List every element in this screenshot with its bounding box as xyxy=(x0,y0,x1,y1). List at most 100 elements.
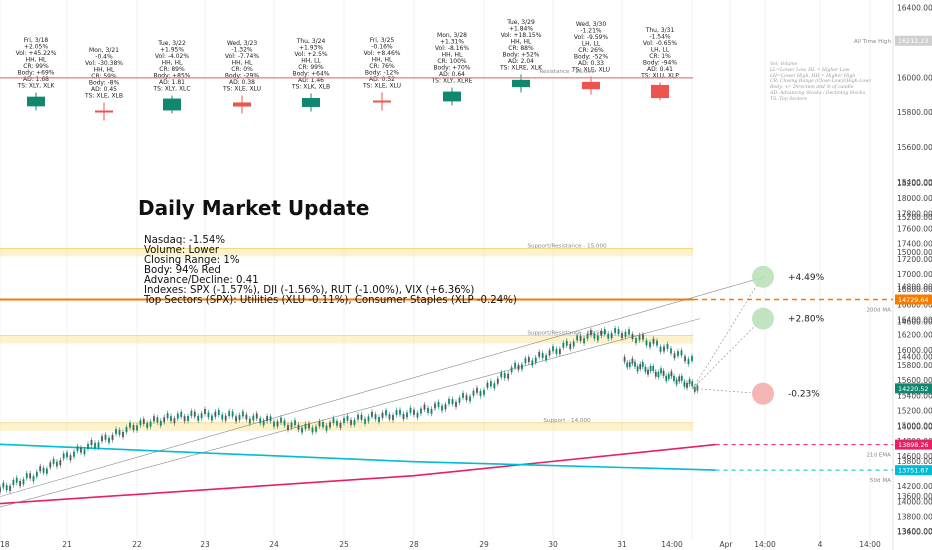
price-candle-body xyxy=(562,342,565,348)
x-tick: 21 xyxy=(62,540,72,549)
price-candle-body xyxy=(374,414,377,420)
support-band xyxy=(0,422,693,431)
support-band xyxy=(0,248,693,257)
price-candle-body xyxy=(325,425,328,431)
price-candle-body xyxy=(94,442,96,448)
card-line: Body: +69% xyxy=(17,70,54,77)
target-circle xyxy=(752,307,774,330)
card-candle-body xyxy=(443,91,461,102)
price-candle-body xyxy=(517,364,520,370)
price-candle-body xyxy=(638,335,641,341)
price-candle-body xyxy=(0,487,1,493)
price-candle-body xyxy=(49,462,52,468)
y-tick-lower: 18200.00 xyxy=(897,179,932,188)
price-candle-body xyxy=(266,416,268,422)
price-candle-body xyxy=(486,382,489,388)
price-candle-body xyxy=(343,418,345,424)
card-line: CR: 76% xyxy=(369,63,395,70)
price-candle-body xyxy=(392,415,394,421)
price-candle-body xyxy=(139,420,142,426)
y-tick-upper: 16400.00 xyxy=(897,4,932,13)
price-candle-body xyxy=(69,455,72,461)
card-date: Wed, 3/23 xyxy=(227,40,258,47)
price-candle-body xyxy=(367,416,370,422)
price-candle-body xyxy=(297,424,300,430)
price-candle-body xyxy=(101,436,103,442)
price-candle-body xyxy=(66,452,68,458)
target-label: +2.80% xyxy=(788,315,825,325)
x-tick: 14:00 xyxy=(661,540,683,549)
card-line: AD: 0.45 xyxy=(91,86,117,93)
x-tick: 29 xyxy=(479,540,489,549)
level-label: Support - 14,000 xyxy=(543,418,591,424)
x-tick: 25 xyxy=(339,540,349,549)
card-line: HH, HL xyxy=(94,67,115,74)
card-line: AD: 1.81 xyxy=(159,79,185,86)
price-candle-body xyxy=(332,418,335,424)
price-badge xyxy=(895,294,932,305)
card-line: HH, HL xyxy=(372,57,393,64)
price-candle-body xyxy=(353,419,356,425)
card-line: TS: XLE, XLB xyxy=(84,93,123,100)
card-date: Wed, 3/30 xyxy=(576,21,607,28)
x-tick: 14:00 xyxy=(754,540,776,549)
card-line: Vol: -7.74% xyxy=(225,53,259,60)
price-candle-body xyxy=(691,381,694,387)
price-candle-body xyxy=(493,383,496,389)
price-badge xyxy=(895,439,932,450)
price-candle-body xyxy=(395,410,398,416)
card-line: Vol: -0.65% xyxy=(643,40,677,47)
card-line: TS: XLRE, XLK xyxy=(499,65,543,72)
price-candle-body xyxy=(670,371,673,377)
card-line: HH, HL xyxy=(232,60,253,67)
card-date: Tue, 3/22 xyxy=(157,40,186,47)
price-candle-body xyxy=(455,401,457,407)
card-line: CR: 1% xyxy=(649,53,671,60)
price-candle-body xyxy=(301,427,303,433)
price-candle-body xyxy=(76,446,79,452)
card-line: CR: 0% xyxy=(231,66,253,73)
price-candle-body xyxy=(166,413,169,419)
price-candle-body xyxy=(153,416,155,422)
card-date: Mon, 3/28 xyxy=(437,32,467,39)
card-line: TS: XLY, XLC xyxy=(152,86,190,93)
card-line: CR: 26% xyxy=(578,47,604,54)
price-candle-body xyxy=(430,408,433,414)
price-candle-body xyxy=(242,411,244,417)
price-candle-body xyxy=(25,473,28,479)
price-candle-body xyxy=(677,351,679,357)
card-line: +1.93% xyxy=(299,45,323,52)
y-tick-upper: 14800.00 xyxy=(897,283,932,292)
card-line: +1.95% xyxy=(160,47,184,54)
price-candle-body xyxy=(673,375,675,381)
price-candle-body xyxy=(399,409,401,415)
price-candle-body xyxy=(514,362,516,368)
price-candle-body xyxy=(339,422,342,428)
price-candle-body xyxy=(479,391,482,397)
price-candle-body xyxy=(534,357,537,363)
summary-title: Daily Market Update xyxy=(138,196,370,220)
price-candle-body xyxy=(304,423,307,429)
x-tick: 23 xyxy=(200,540,210,549)
price-candle-body xyxy=(283,420,286,426)
price-badge xyxy=(895,465,932,476)
price-candle-body xyxy=(52,458,55,464)
price-candle-body xyxy=(444,404,447,410)
price-candle-body xyxy=(180,411,183,417)
price-candle-body xyxy=(576,335,579,341)
card-line: AD: 0.41 xyxy=(647,66,673,73)
price-candle-body xyxy=(214,411,217,417)
price-candle-body xyxy=(656,340,658,346)
price-candle-body xyxy=(73,451,75,457)
price-candle-body xyxy=(645,340,648,346)
price-candle-body xyxy=(269,416,272,422)
level-label: Resistance - 16,000 xyxy=(539,69,595,75)
price-candle-body xyxy=(670,348,672,354)
price-candle-body xyxy=(276,421,279,427)
price-candle-body xyxy=(555,348,558,354)
price-candle-body xyxy=(538,351,541,357)
price-candle-body xyxy=(132,425,135,431)
price-candle-body xyxy=(142,418,145,424)
